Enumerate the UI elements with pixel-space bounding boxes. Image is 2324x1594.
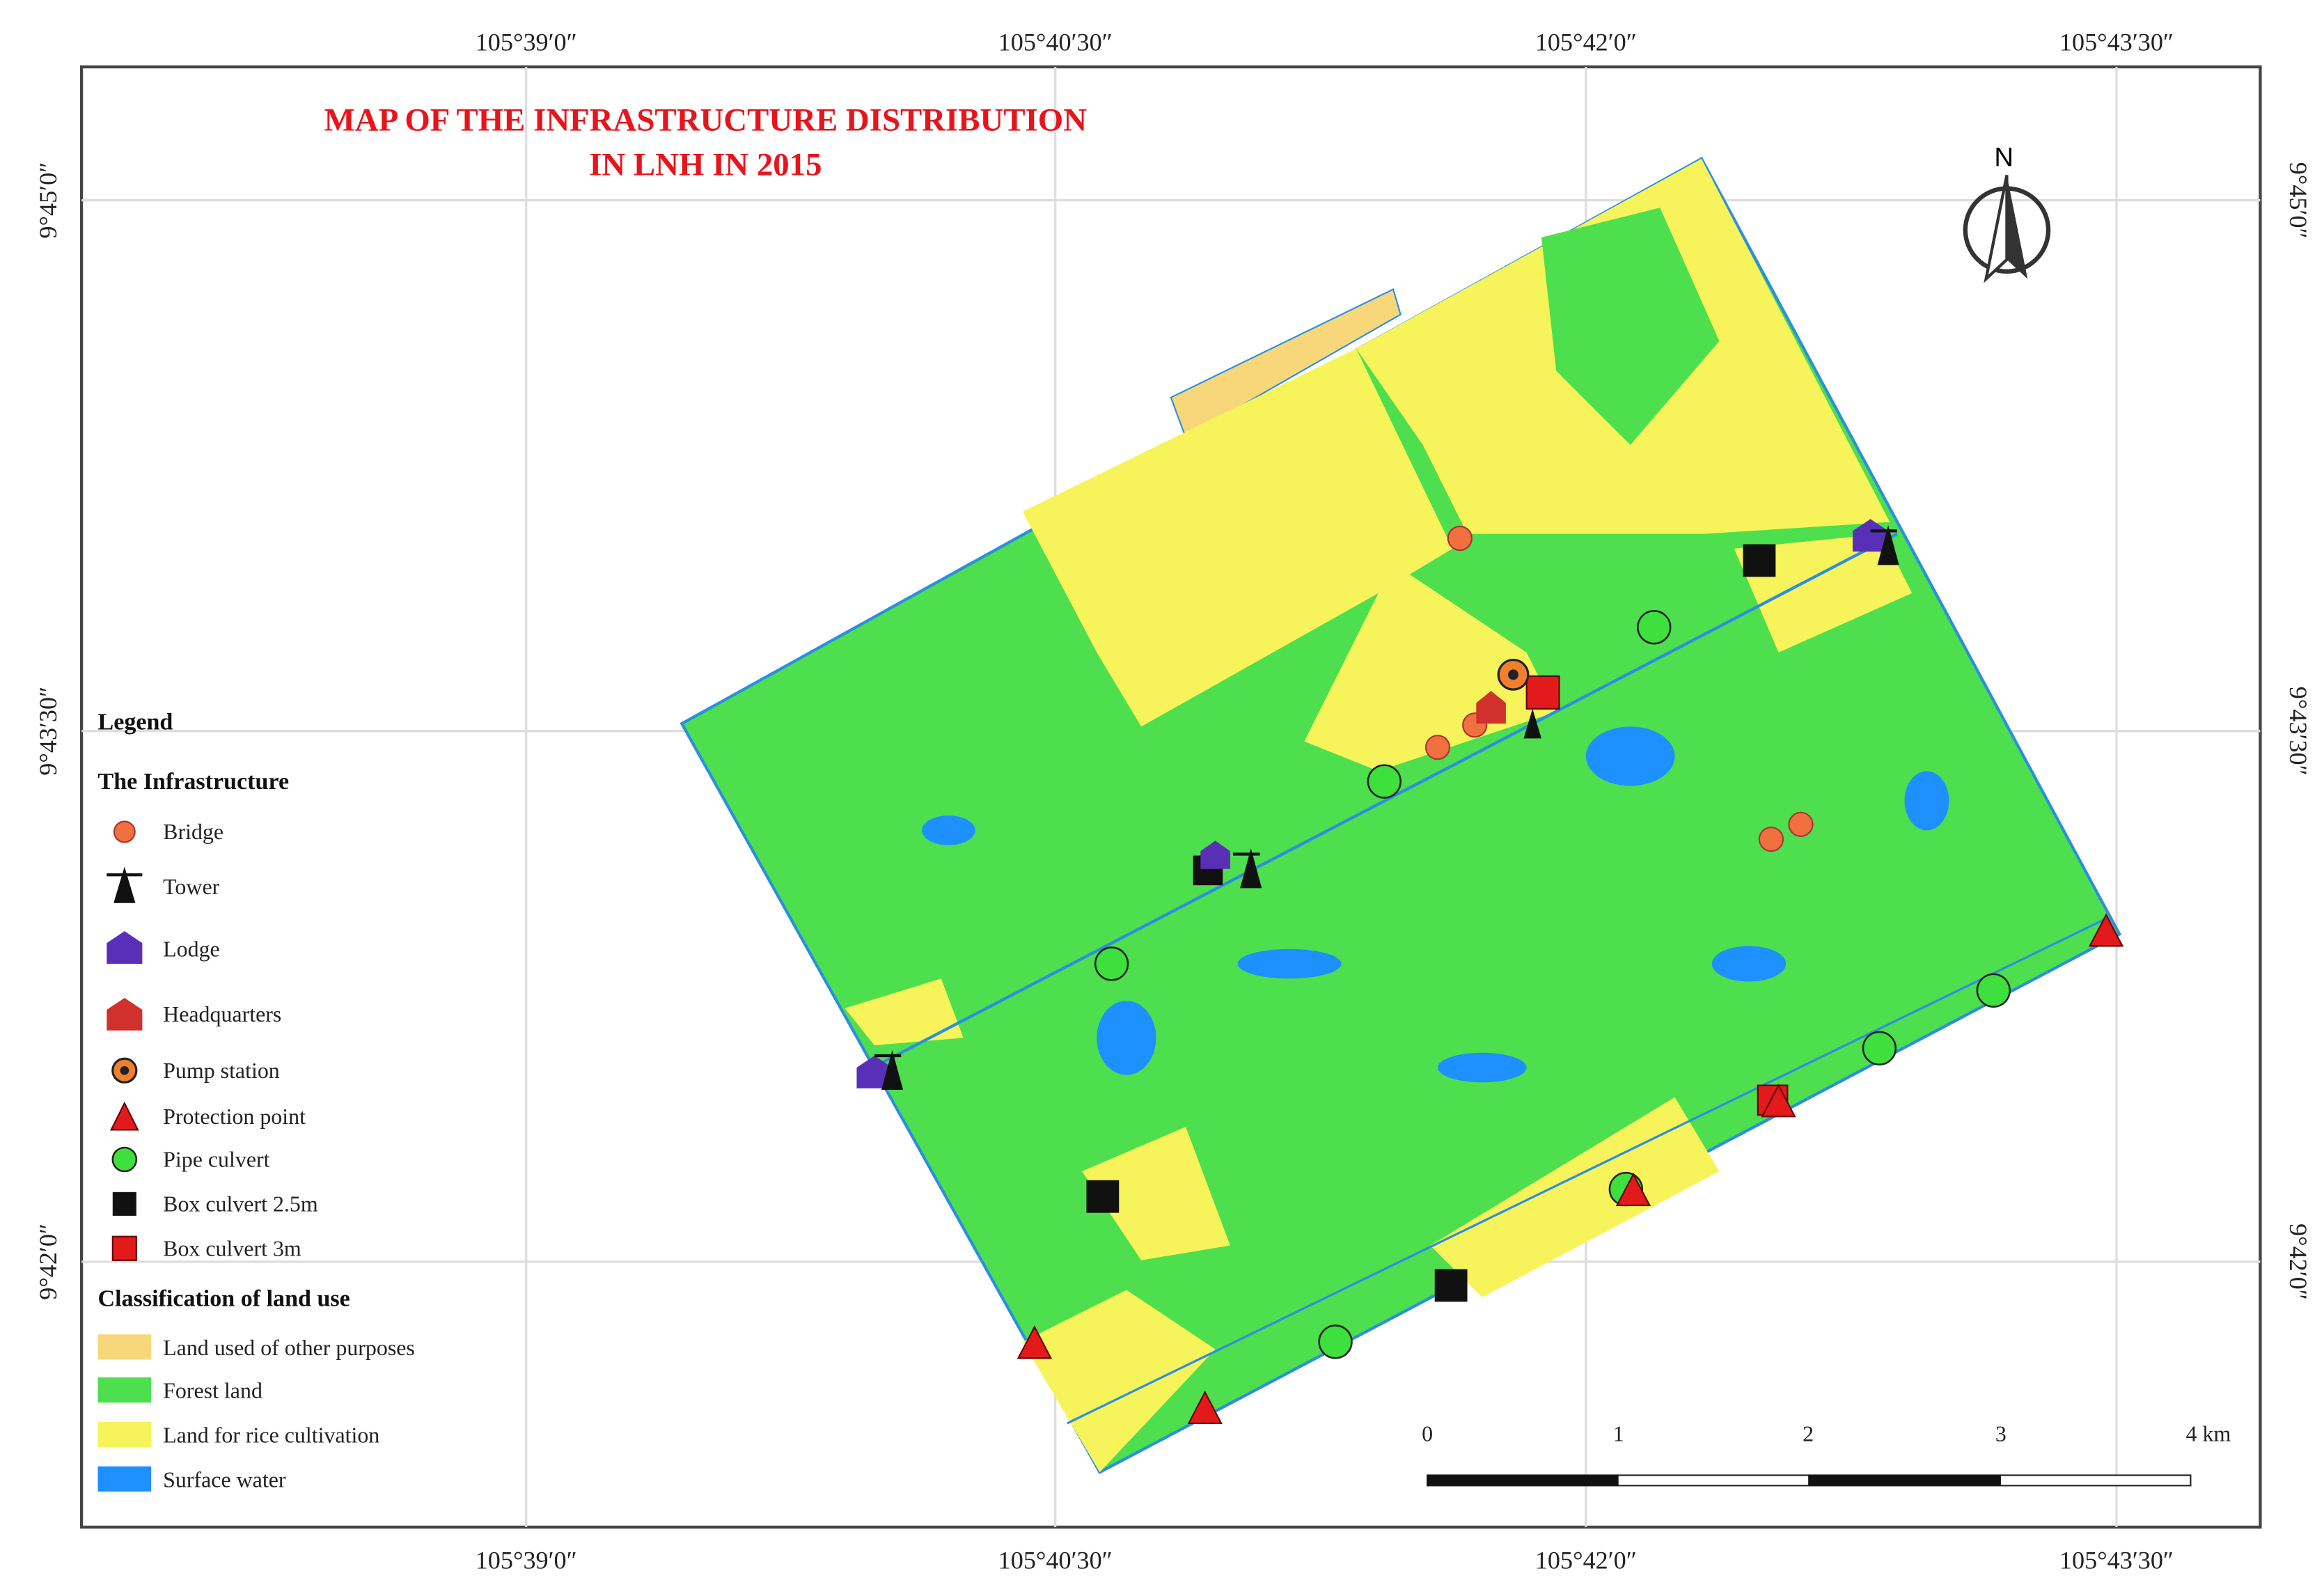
latitude-label: 9°43′30″: [2284, 687, 2312, 776]
legend-item: Box culvert 3m: [163, 1236, 301, 1260]
legend-heading: Classification of land use: [98, 1286, 350, 1312]
legend-item: Land used of other purposes: [163, 1336, 415, 1360]
scale-label: 1: [1613, 1421, 1624, 1446]
legend-item: Land for rice cultivation: [163, 1423, 379, 1448]
title: MAP OF THE INFRASTRUCTURE DISTRIBUTION: [324, 102, 1088, 139]
longitude-label: 105°39′0″: [476, 1547, 577, 1575]
legend: Legend The Infrastructure Bridge Tower L…: [97, 710, 415, 1492]
scale-label: 0: [1422, 1421, 1433, 1446]
legend-item: Surface water: [163, 1467, 286, 1492]
title: IN LNH IN 2015: [589, 146, 822, 182]
longitude-label: 105°43′30″: [2059, 1547, 2174, 1575]
longitude-label: 105°39′0″: [476, 29, 577, 56]
legend-item: Bridge: [163, 820, 223, 844]
latitude-label: 9°45′0″: [2284, 162, 2312, 239]
legend-heading: The Infrastructure: [98, 769, 290, 795]
legend-item: Box culvert 2.5m: [163, 1192, 318, 1217]
latitude-label: 9°45′0″: [34, 162, 62, 239]
legend-item: Headquarters: [163, 1002, 281, 1026]
legend-item: Protection point: [163, 1104, 306, 1129]
latitude-label: 9°42′0″: [2284, 1224, 2312, 1300]
land-use: [680, 157, 2122, 1475]
scale-label: 3: [1995, 1421, 2007, 1446]
latitude-label: 9°43′30″: [34, 687, 62, 776]
infrastructure-markers: [856, 519, 2124, 1424]
longitude-label: 105°40′30″: [998, 29, 1113, 56]
scale-label: 2: [1803, 1421, 1814, 1446]
scale-label: 4 km: [2186, 1421, 2231, 1446]
legend-item: Pump station: [163, 1058, 280, 1083]
scale-bar: 0 1 2 3 4 km: [1422, 1421, 2231, 1487]
legend-title: Legend: [98, 710, 173, 735]
legend-item: Forest land: [163, 1379, 262, 1403]
legend-item: Pipe culvert: [163, 1148, 269, 1172]
longitude-label: 105°40′30″: [998, 1547, 1113, 1575]
north-arrow: N: [1963, 143, 2051, 283]
longitude-label: 105°43′30″: [2059, 29, 2174, 56]
latitude-label: 9°42′0″: [34, 1224, 62, 1300]
longitude-label: 105°42′0″: [1535, 29, 1637, 56]
coordinate-labels: 105°39′0″ 105°40′30″ 105°42′0″ 105°43′30…: [34, 29, 2312, 1575]
legend-item: Tower: [163, 875, 219, 899]
longitude-label: 105°42′0″: [1535, 1547, 1637, 1575]
legend-item: Lodge: [163, 937, 220, 961]
north-label: N: [1994, 143, 2013, 173]
